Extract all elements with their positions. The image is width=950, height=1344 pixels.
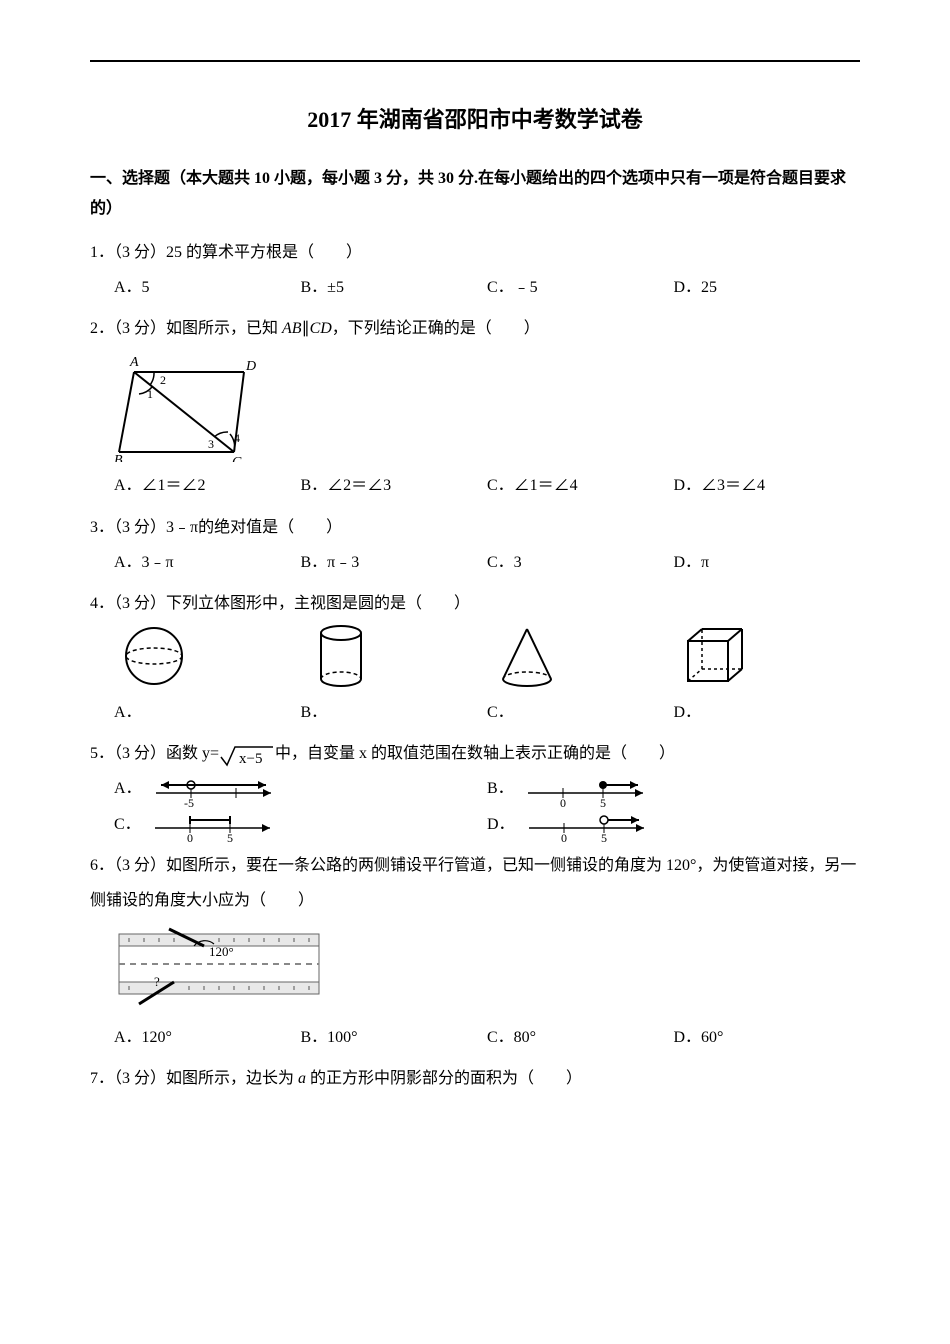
- q5-fig-d: D． 0 5: [487, 807, 860, 842]
- q2-stem-b: ，下列结论正确的是（ ）: [332, 320, 540, 337]
- svg-text:5: 5: [601, 831, 607, 842]
- q3-options: A．3﹣π B．π﹣3 C．3 D．π: [114, 545, 860, 580]
- q6-option-d: D．60°: [674, 1020, 861, 1055]
- q1-option-d: D．25: [674, 270, 861, 305]
- question-3: 3．（3 分）3﹣π的绝对值是（ ） A．3﹣π B．π﹣3 C．3 D．π: [90, 510, 860, 580]
- q4-fig-d: D．: [674, 621, 861, 730]
- exam-title: 2017 年湖南省邵阳市中考数学试卷: [90, 102, 860, 134]
- q1-stem: 1．（3 分）25 的算术平方根是（ ）: [90, 235, 860, 270]
- q7-stem: 7．（3 分）如图所示，边长为 a 的正方形中阴影部分的面积为（ ）: [90, 1061, 860, 1096]
- svg-text:3: 3: [208, 437, 214, 451]
- q2-options: A．∠1＝∠2 B．∠2＝∠3 C．∠1＝∠4 D．∠3＝∠4: [114, 468, 860, 503]
- q2-stem-a: 2．（3 分）如图所示，已知: [90, 320, 282, 337]
- svg-text:B: B: [114, 453, 123, 462]
- svg-text:?: ?: [154, 974, 160, 989]
- svg-text:4: 4: [234, 431, 240, 445]
- q1-option-c: C．﹣5: [487, 270, 674, 305]
- question-2: 2．（3 分）如图所示，已知 AB∥CD，下列结论正确的是（ ） A D B C…: [90, 311, 860, 503]
- q5-fig-c: C． 0 5: [114, 807, 487, 842]
- q3-option-d: D．π: [674, 545, 861, 580]
- svg-text:0: 0: [560, 796, 566, 807]
- header-rule: [90, 60, 860, 62]
- q4-fig-b: B．: [301, 621, 488, 730]
- svg-text:x−5: x−5: [239, 751, 262, 767]
- q5-label-a: A．: [114, 771, 142, 806]
- q2-figure: A D B C 1 2 3 4: [114, 352, 860, 462]
- q4-label-b: B．: [301, 695, 488, 730]
- question-4: 4．（3 分）下列立体图形中，主视图是圆的是（ ） A． B: [90, 586, 860, 730]
- q3-option-b: B．π﹣3: [301, 545, 488, 580]
- svg-text:5: 5: [227, 831, 233, 842]
- question-6: 6．（3 分）如图所示，要在一条公路的两侧铺设平行管道，已知一侧铺设的角度为 1…: [90, 848, 860, 1056]
- q2-cd: CD: [310, 320, 332, 337]
- q5-stem: 5．（3 分）函数 y= x−5 中，自变量 x 的取值范围在数轴上表示正确的是…: [90, 736, 860, 771]
- q5-figures: A． -5 B．: [114, 771, 860, 841]
- q6-figure: 120° ?: [114, 924, 860, 1014]
- q4-stem: 4．（3 分）下列立体图形中，主视图是圆的是（ ）: [90, 586, 860, 621]
- q4-fig-a: A．: [114, 621, 301, 730]
- q5-label-c: C．: [114, 807, 141, 842]
- q2-option-b: B．∠2＝∠3: [301, 468, 488, 503]
- q6-option-b: B．100°: [301, 1020, 488, 1055]
- q6-options: A．120° B．100° C．80° D．60°: [114, 1020, 860, 1055]
- q4-label-a: A．: [114, 695, 301, 730]
- svg-text:C: C: [232, 455, 242, 462]
- q6-option-c: C．80°: [487, 1020, 674, 1055]
- q2-stem: 2．（3 分）如图所示，已知 AB∥CD，下列结论正确的是（ ）: [90, 311, 860, 346]
- q4-fig-c: C．: [487, 621, 674, 730]
- q3-option-c: C．3: [487, 545, 674, 580]
- q5-fig-a: A． -5: [114, 771, 487, 806]
- q1-options: A．5 B．±5 C．﹣5 D．25: [114, 270, 860, 305]
- q6-option-a: A．120°: [114, 1020, 301, 1055]
- svg-text:1: 1: [147, 387, 153, 401]
- q4-label-c: C．: [487, 695, 674, 730]
- q3-option-a: A．3﹣π: [114, 545, 301, 580]
- q7-stem-a: 7．（3 分）如图所示，边长为: [90, 1070, 298, 1087]
- q5-label-d: D．: [487, 807, 515, 842]
- q7-stem-b: 的正方形中阴影部分的面积为（ ）: [306, 1070, 582, 1087]
- q5-label-b: B．: [487, 771, 514, 806]
- q3-stem: 3．（3 分）3﹣π的绝对值是（ ）: [90, 510, 860, 545]
- q5-stem-a: 5．（3 分）函数 y=: [90, 745, 219, 762]
- question-5: 5．（3 分）函数 y= x−5 中，自变量 x 的取值范围在数轴上表示正确的是…: [90, 736, 860, 842]
- q1-option-b: B．±5: [301, 270, 488, 305]
- q5-stem-b: 中，自变量 x 的取值范围在数轴上表示正确的是（ ）: [275, 745, 675, 762]
- q7-a: a: [298, 1070, 306, 1087]
- q2-option-d: D．∠3＝∠4: [674, 468, 861, 503]
- svg-text:D: D: [245, 359, 256, 374]
- svg-text:0: 0: [561, 831, 567, 842]
- question-1: 1．（3 分）25 的算术平方根是（ ） A．5 B．±5 C．﹣5 D．25: [90, 235, 860, 305]
- svg-text:5: 5: [600, 796, 606, 807]
- svg-text:0: 0: [187, 831, 193, 842]
- svg-text:-5: -5: [184, 796, 194, 807]
- section-1-heading: 一、选择题（本大题共 10 小题，每小题 3 分，共 30 分.在每小题给出的四…: [90, 164, 860, 225]
- q2-option-c: C．∠1＝∠4: [487, 468, 674, 503]
- q6-stem: 6．（3 分）如图所示，要在一条公路的两侧铺设平行管道，已知一侧铺设的角度为 1…: [90, 848, 860, 918]
- question-7: 7．（3 分）如图所示，边长为 a 的正方形中阴影部分的面积为（ ）: [90, 1061, 860, 1096]
- q2-option-a: A．∠1＝∠2: [114, 468, 301, 503]
- q4-label-d: D．: [674, 695, 861, 730]
- svg-text:2: 2: [160, 373, 166, 387]
- q1-option-a: A．5: [114, 270, 301, 305]
- svg-text:A: A: [129, 355, 139, 370]
- q2-ab: AB: [282, 320, 302, 337]
- sqrt-icon: x−5: [219, 743, 275, 767]
- q5-fig-b: B． 0 5: [487, 771, 860, 806]
- q4-figures: A． B． C: [114, 621, 860, 730]
- svg-text:120°: 120°: [209, 944, 234, 959]
